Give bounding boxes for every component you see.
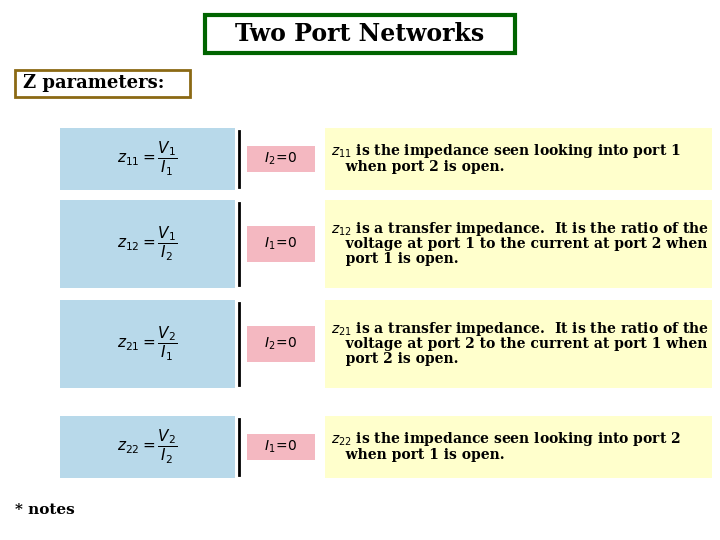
Bar [247,434,315,460]
Bar [325,128,712,190]
Text: $I_1\!=\!0$: $I_1\!=\!0$ [264,439,297,455]
Bar [325,200,712,288]
Text: voltage at port 1 to the current at port 2 when: voltage at port 1 to the current at port… [331,237,707,251]
Text: voltage at port 2 to the current at port 1 when: voltage at port 2 to the current at port… [331,337,707,351]
Text: when port 1 is open.: when port 1 is open. [331,448,505,462]
Bar [247,146,315,172]
Text: * notes: * notes [15,503,75,517]
Bar [60,128,235,190]
Bar [247,226,315,262]
Bar [60,200,235,288]
Bar [325,416,712,478]
Text: $z_{12}$ is a transfer impedance.  It is the ratio of the: $z_{12}$ is a transfer impedance. It is … [331,220,709,238]
Text: $z_{22}=\dfrac{V_2}{I_2}$: $z_{22}=\dfrac{V_2}{I_2}$ [117,428,178,466]
Bar [60,300,235,388]
Text: port 2 is open.: port 2 is open. [331,352,459,366]
Text: $I_1\!=\!0$: $I_1\!=\!0$ [264,236,297,252]
Text: when port 2 is open.: when port 2 is open. [331,159,505,173]
Text: port 1 is open.: port 1 is open. [331,252,459,266]
Text: $z_{11}$ is the impedance seen looking into port 1: $z_{11}$ is the impedance seen looking i… [331,143,681,160]
Text: $z_{21}=\dfrac{V_2}{I_1}$: $z_{21}=\dfrac{V_2}{I_1}$ [117,325,178,363]
Text: $I_2\!=\!0$: $I_2\!=\!0$ [264,336,297,352]
Bar [15,70,190,97]
Text: $z_{21}$ is a transfer impedance.  It is the ratio of the: $z_{21}$ is a transfer impedance. It is … [331,320,709,338]
Text: Z parameters:: Z parameters: [23,75,164,92]
Text: $I_2\!=\!0$: $I_2\!=\!0$ [264,151,297,167]
Text: Two Port Networks: Two Port Networks [235,22,485,46]
Bar [247,326,315,362]
Text: $z_{11}=\dfrac{V_1}{I_1}$: $z_{11}=\dfrac{V_1}{I_1}$ [117,140,178,178]
Text: $z_{22}$ is the impedance seen looking into port 2: $z_{22}$ is the impedance seen looking i… [331,430,680,449]
Bar [325,300,712,388]
Bar [60,416,235,478]
Bar [205,15,515,53]
Text: $z_{12}=\dfrac{V_1}{I_2}$: $z_{12}=\dfrac{V_1}{I_2}$ [117,225,178,263]
